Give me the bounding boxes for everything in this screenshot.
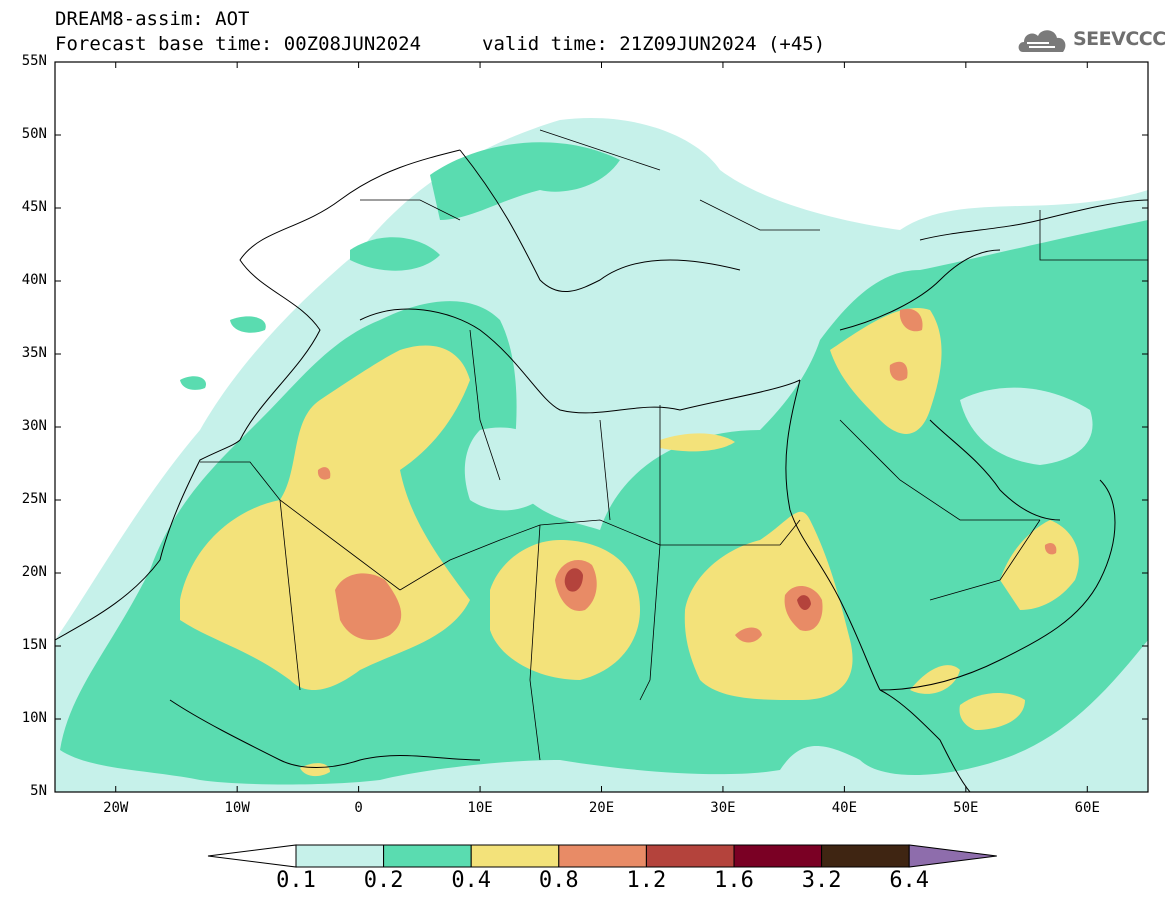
colorbar-label: 0.8 [538,868,579,893]
colorbar-label: 6.4 [889,868,930,893]
colorbar-swatch [383,844,472,868]
colorbar-swatch [645,844,735,868]
lat-label: 20N [21,564,47,580]
lat-label: 50N [21,126,47,142]
colorbar-swatch [470,844,560,868]
country-borders [200,129,1148,761]
lon-label: 20E [588,800,615,816]
lat-label: 55N [21,53,47,69]
logo-text: SEEVCCC [1073,28,1165,50]
colorbar-label: 0.1 [276,868,316,893]
lon-label: 30E [710,800,736,816]
colorbar-label: 0.4 [451,868,492,893]
axis-ticks [55,61,1148,793]
colorbar-high-arrow [908,844,997,868]
colorbar [207,844,997,868]
coastlines [55,149,1148,792]
lat-label: 15N [21,637,47,653]
lon-label: 0 [354,800,363,816]
colorbar-swatch [295,844,385,868]
aot-level-1-2 [564,568,811,610]
cloud-logo-icon [1018,30,1066,52]
map-title: DREAM8-assim: AOT [55,8,250,30]
lon-label: 60E [1074,800,1100,816]
valid-time: valid time: 21Z09JUN2024 (+45) [482,33,826,55]
lat-label: 35N [21,345,47,361]
lon-label: 10E [467,800,493,816]
colorbar-swatch [558,844,647,868]
lat-label: 25N [21,491,47,507]
lat-label: 10N [21,710,47,726]
colorbar-label: 0.2 [363,868,404,893]
lon-label: 20W [103,800,129,816]
colorbar-low-arrow [207,844,297,868]
logo: SEEVCCC [1015,22,1165,58]
colorbar-swatch [733,844,823,868]
forecast-base-time: Forecast base time: 00Z08JUN2024 [55,33,422,55]
colorbar-label: 1.6 [714,868,754,893]
lon-label: 10W [224,800,250,816]
lat-label: 30N [21,418,47,434]
aot-clear-holes [464,387,1093,511]
colorbar-label: 1.2 [626,868,667,893]
lat-label: 5N [30,783,47,799]
lat-label: 40N [21,272,47,288]
lon-label: 50E [953,800,979,816]
colorbar-swatch [821,844,910,868]
lat-label: 45N [21,199,47,215]
lon-label: 40E [831,800,858,816]
colorbar-label: 3.2 [801,868,842,893]
